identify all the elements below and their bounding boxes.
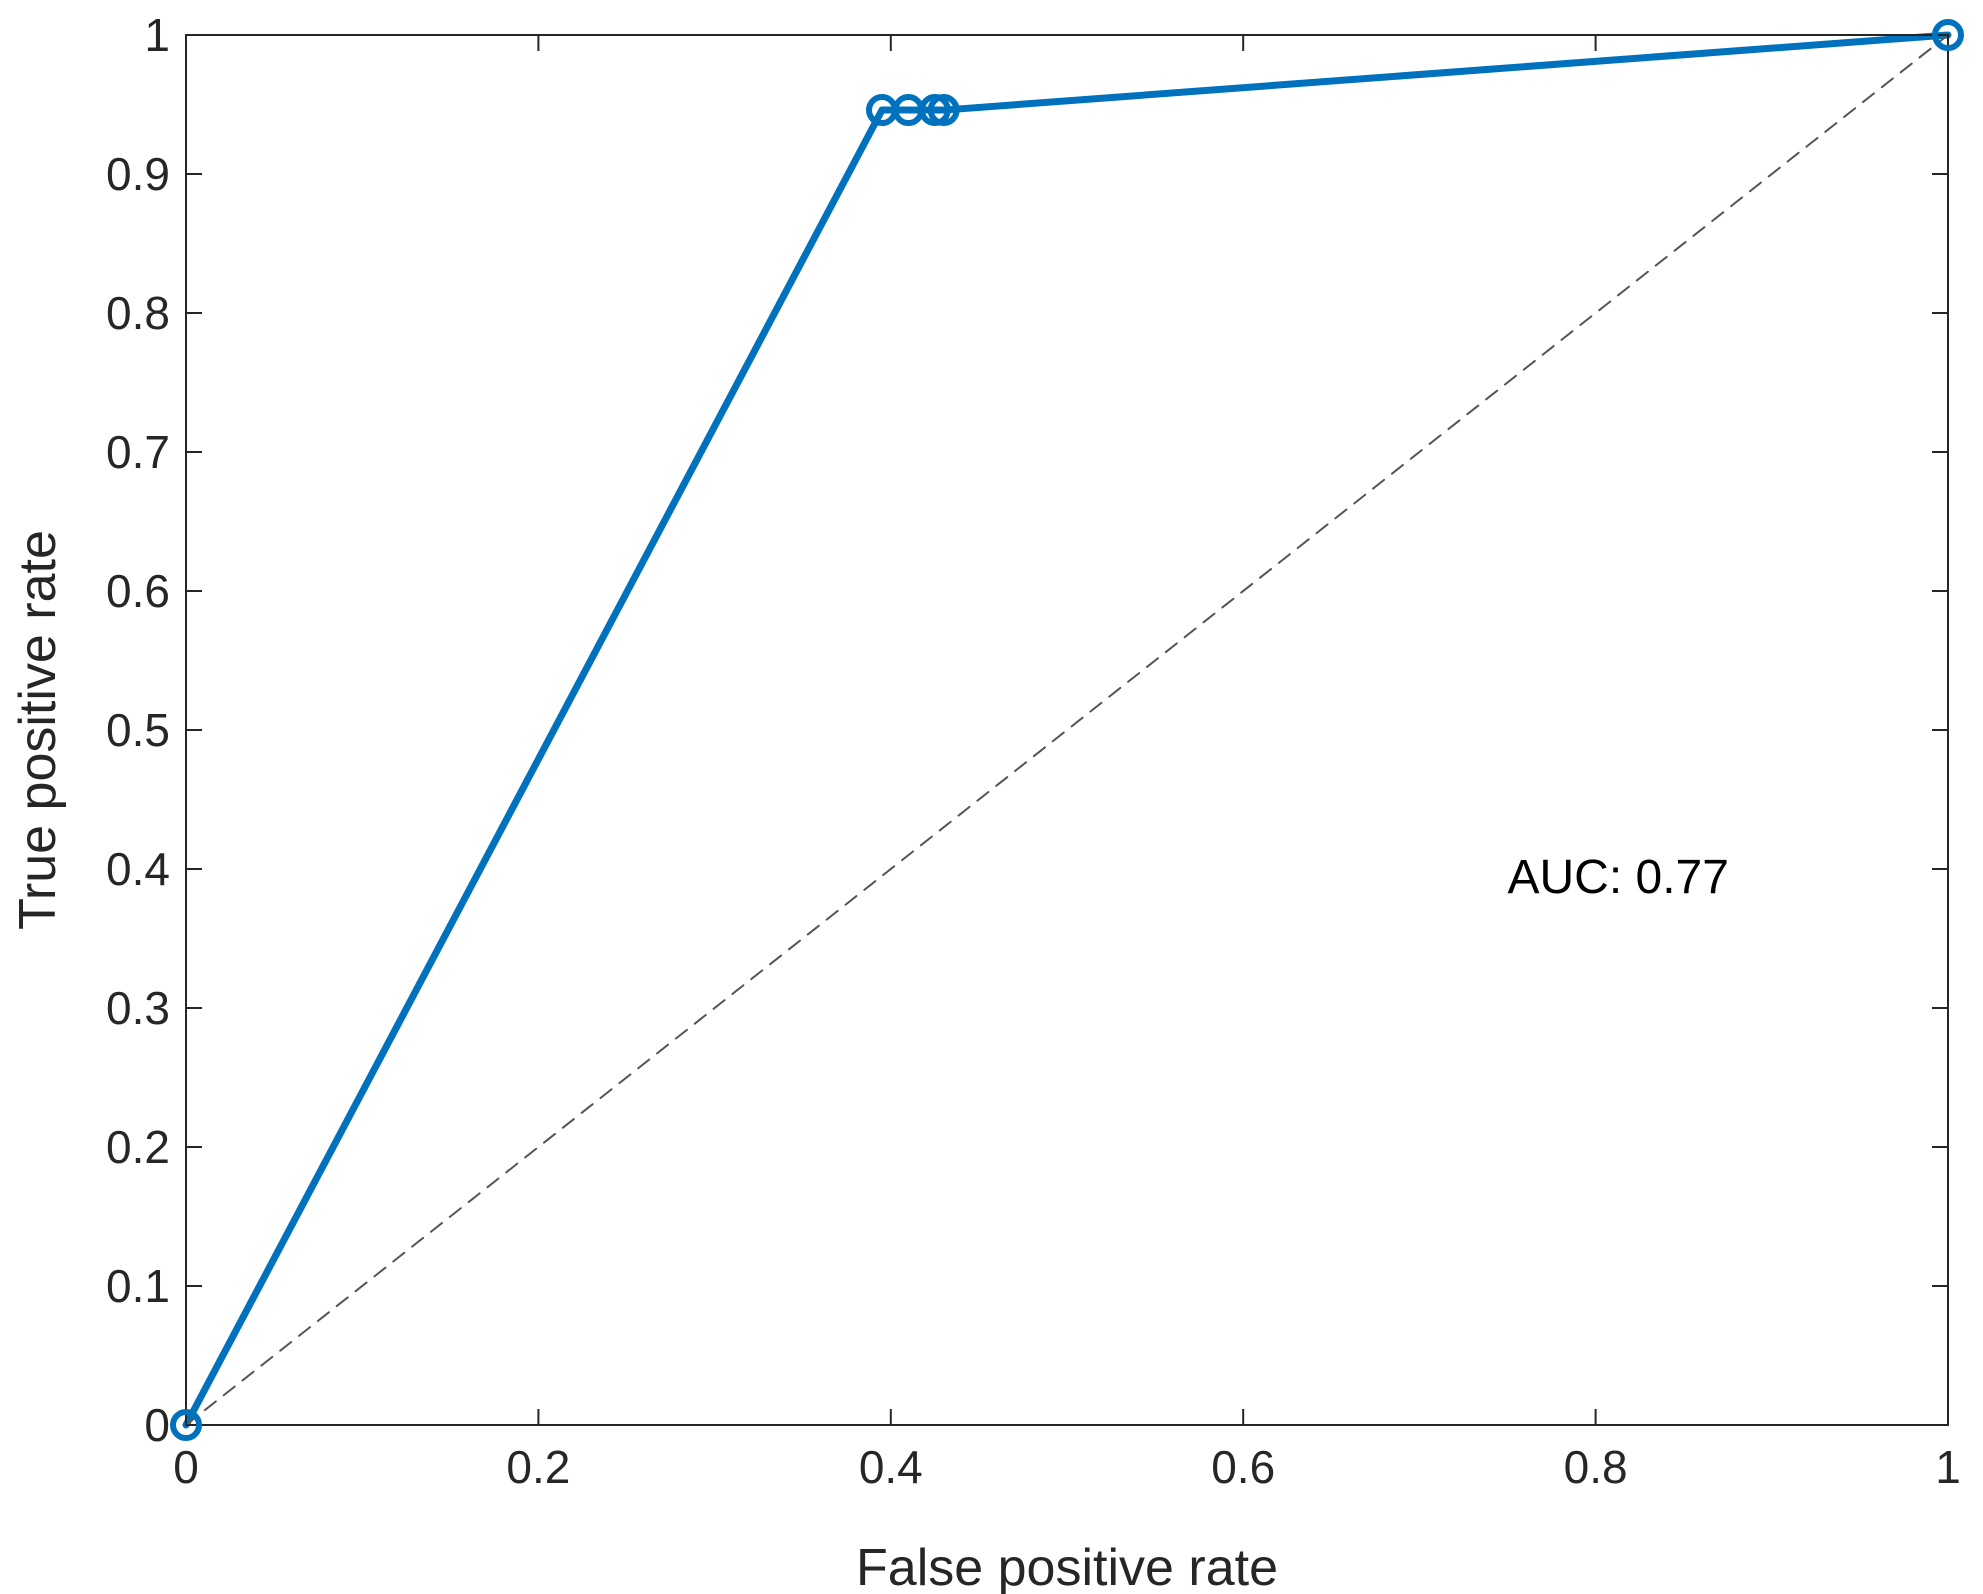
- x-tick-label: 1: [1935, 1441, 1961, 1493]
- y-tick-label: 0: [144, 1399, 170, 1451]
- x-axis-label: False positive rate: [856, 1539, 1278, 1594]
- plot-markers: [170, 19, 1964, 1441]
- y-tick-label: 0.7: [106, 426, 170, 478]
- auc-annotation: AUC: 0.77: [1508, 851, 1729, 904]
- y-axis-label: True positive rate: [9, 530, 67, 930]
- y-tick-label: 0.4: [106, 843, 170, 895]
- y-tick-label: 0.5: [106, 704, 170, 756]
- roc-point-marker: [170, 1409, 202, 1441]
- y-tick-label: 1: [144, 9, 170, 61]
- y-tick-label: 0.3: [106, 982, 170, 1034]
- y-tick-label: 0.2: [106, 1121, 170, 1173]
- x-tick-label: 0: [173, 1441, 199, 1493]
- chart-text: 0 0.2 0.4 0.6 0.8 1 0 0.1 0.2 0.3 0.4 0.5 0.6 0.7 0.8 0…: [9, 9, 1961, 1594]
- y-tick-label: 0.8: [106, 287, 170, 339]
- x-tick-label: 0.2: [506, 1441, 570, 1493]
- y-tick-label: 0.9: [106, 148, 170, 200]
- plot-lines: [182, 31, 1952, 1429]
- x-tick-label: 0.6: [1211, 1441, 1275, 1493]
- y-tick-label: 0.6: [106, 565, 170, 617]
- x-tick-label: 0.8: [1564, 1441, 1628, 1493]
- axis-ticks: [185, 34, 1949, 1426]
- x-tick-label: 0.4: [859, 1441, 923, 1493]
- roc-point-marker: [1932, 19, 1964, 51]
- chance-diagonal-line: [185, 34, 1949, 1426]
- y-tick-label: 0.1: [106, 1260, 170, 1312]
- roc-point-marker: [927, 94, 960, 127]
